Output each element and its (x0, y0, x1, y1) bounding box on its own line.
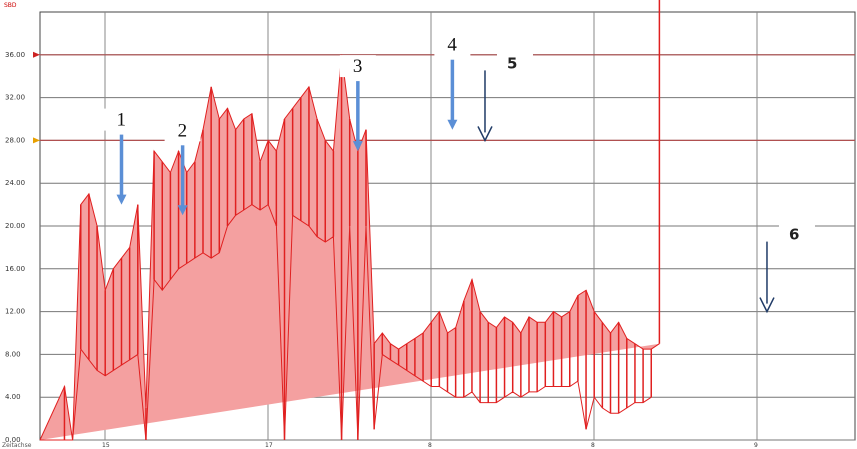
annotation-label-bg (339, 55, 376, 78)
data-area (39, 0, 661, 441)
annotations: 1 2 3 4 5 6 (103, 33, 815, 314)
annotation-arrow-head (116, 194, 127, 205)
annotation-arrow-head (352, 141, 363, 152)
y-tick-label: 32.00 (5, 94, 25, 102)
annotation-arrow-head (477, 126, 493, 143)
y-tick-label: 8.00 (5, 350, 21, 358)
series-high-line (39, 54, 660, 441)
x-tick-label: 17 (265, 442, 273, 449)
annotation-label-bg (434, 33, 471, 56)
annotation-arrow-head (759, 297, 775, 314)
y-tick-label: 20.00 (5, 222, 25, 230)
x-tick-label: 8 (591, 442, 595, 449)
x-tick-label: 8 (428, 442, 432, 449)
annotation-label: 1 (117, 110, 127, 131)
y-tick-label: 24.00 (5, 179, 25, 187)
lower-limit-line-marker (33, 137, 40, 144)
annotation-label: 5 (507, 54, 517, 72)
annotation-label: 6 (789, 226, 799, 244)
annotation-label: 2 (178, 120, 188, 141)
x-tick-label: 15 (102, 442, 110, 449)
x-corner-label: Zeitachse (2, 442, 32, 449)
upper-limit-line-marker (33, 51, 40, 58)
y-tick-label: 16.00 (5, 265, 25, 273)
annotation-arrow-head (447, 119, 458, 130)
x-tick-label: 9 (754, 442, 758, 449)
annotation-label: 3 (353, 56, 363, 77)
annotation-label: 4 (447, 35, 457, 56)
y-tick-label: 36.00 (5, 51, 25, 59)
annotation-label-bg (496, 44, 533, 67)
series-low-line (40, 203, 652, 441)
annotation-label-bg (103, 108, 140, 131)
y-tick-label: 0.00 (5, 436, 21, 444)
y-tick-label: 4.00 (5, 393, 21, 401)
annotation-label-bg (778, 215, 815, 238)
y-tick-label: 12.00 (5, 308, 25, 316)
annotation-arrow-head (177, 205, 188, 216)
y-tick-label: 28.00 (5, 136, 25, 144)
annotation-label-bg (164, 119, 201, 142)
tick-labels: 0.00 4.00 8.00 12.00 16.00 20.00 24.00 28.00 32.… (5, 51, 758, 449)
y-corner-label: SBD (4, 2, 17, 9)
